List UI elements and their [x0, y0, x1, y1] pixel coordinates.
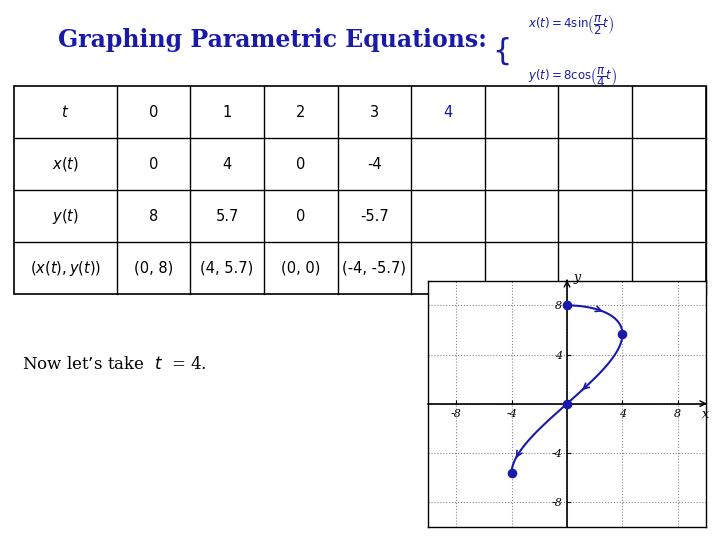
Text: (0, 0): (0, 0): [281, 261, 320, 276]
Text: -5.7: -5.7: [360, 209, 389, 224]
Text: $y(t)$: $y(t)$: [52, 207, 79, 226]
Text: (0, 8): (0, 8): [134, 261, 173, 276]
Text: -4: -4: [367, 157, 382, 172]
Point: [617, 330, 629, 339]
Text: 1: 1: [222, 105, 232, 120]
Text: $\left\{\ \right.$: $\left\{\ \right.$: [492, 36, 509, 67]
Text: $y(t) = 8\cos\!\left(\dfrac{\pi}{4}t\right)$: $y(t) = 8\cos\!\left(\dfrac{\pi}{4}t\rig…: [528, 65, 618, 89]
Text: (4, 5.7): (4, 5.7): [200, 261, 253, 276]
Text: 0: 0: [149, 105, 158, 120]
Point: [562, 301, 573, 309]
Text: x: x: [702, 408, 709, 421]
Text: Now let’s take  $t$  = 4.: Now let’s take $t$ = 4.: [22, 356, 207, 373]
Text: y: y: [573, 271, 580, 284]
Text: 5.7: 5.7: [215, 209, 239, 224]
Text: $x(t) = 4\sin\!\left(\dfrac{\pi}{2}t\right)$: $x(t) = 4\sin\!\left(\dfrac{\pi}{2}t\rig…: [528, 14, 615, 37]
Text: $x(t)$: $x(t)$: [52, 156, 79, 173]
Text: 0: 0: [296, 209, 305, 224]
Text: 2: 2: [296, 105, 305, 120]
Text: 3: 3: [370, 105, 379, 120]
Text: (-4, -5.7): (-4, -5.7): [342, 261, 406, 276]
Text: $t$: $t$: [61, 104, 70, 120]
Text: 0: 0: [296, 157, 305, 172]
Point: [505, 469, 517, 477]
Text: 4: 4: [222, 157, 232, 172]
Text: Graphing Parametric Equations:: Graphing Parametric Equations:: [58, 29, 487, 52]
Text: 0: 0: [149, 157, 158, 172]
Text: 4: 4: [444, 105, 453, 120]
Text: $(x(t), y(t))$: $(x(t), y(t))$: [30, 259, 101, 278]
Text: 8: 8: [149, 209, 158, 224]
Point: [562, 399, 573, 408]
